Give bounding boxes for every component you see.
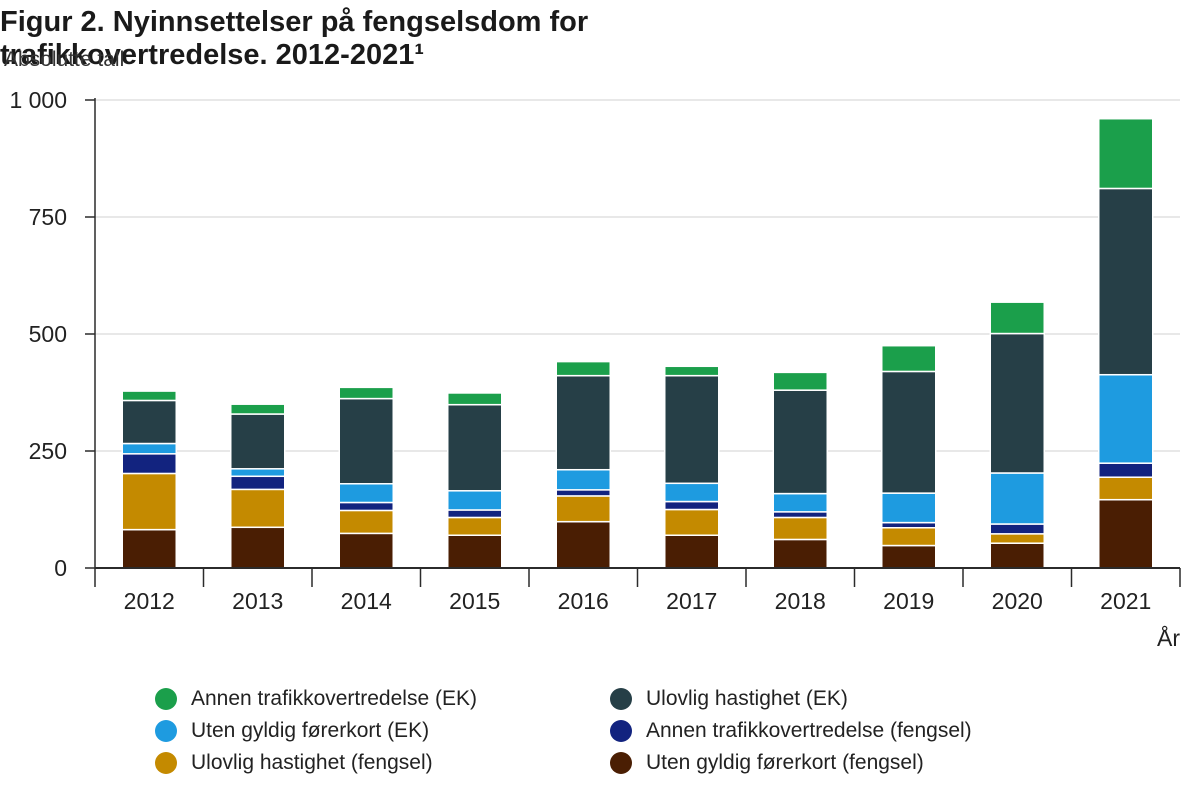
legend-swatch-icon	[155, 719, 177, 742]
bar-segment	[989, 523, 1045, 535]
bar-segment	[338, 483, 394, 504]
x-tick-label: 2019	[883, 588, 934, 614]
bar-segment	[338, 532, 394, 569]
bar-segment	[447, 392, 503, 406]
legend-item[interactable]: Uten gyldig førerkort (EK)	[155, 716, 610, 745]
bar-segment	[121, 399, 177, 445]
legend-item[interactable]: Annen trafikkovertredelse (fengsel)	[610, 716, 1065, 745]
bar-segment	[338, 386, 394, 400]
legend-swatch-icon	[610, 687, 632, 710]
chart-title: Figur 2. Nyinnsettelser på fengselsdom f…	[0, 6, 589, 71]
bar-segment	[881, 370, 937, 494]
bar-segment	[447, 516, 503, 536]
bar-segment	[772, 511, 828, 519]
legend-item[interactable]: Ulovlig hastighet (EK)	[610, 684, 1065, 713]
bar-segment	[121, 528, 177, 569]
bar-segment	[989, 533, 1045, 544]
bar-segment	[555, 520, 611, 569]
bar-segment	[664, 534, 720, 569]
bar-segment	[230, 403, 286, 415]
bar-segment	[121, 442, 177, 455]
bar-segment	[989, 472, 1045, 525]
bar-segment	[555, 360, 611, 377]
bar-segment	[121, 390, 177, 402]
bar-segment	[772, 538, 828, 569]
bar-segment	[230, 413, 286, 470]
bar-segment	[447, 534, 503, 569]
bar-segment	[664, 374, 720, 485]
bar-segment	[555, 489, 611, 497]
legend-item[interactable]: Annen trafikkovertredelse (EK)	[155, 684, 610, 713]
legend-swatch-icon	[155, 751, 177, 774]
legend-label: Ulovlig hastighet (EK)	[646, 686, 848, 710]
bar-segment	[772, 516, 828, 541]
bar-segment	[447, 403, 503, 492]
bar-segment	[230, 468, 286, 478]
bar-segment	[338, 397, 394, 485]
bar-segment	[664, 365, 720, 377]
x-tick-label: 2017	[666, 588, 717, 614]
bar-segment	[772, 371, 828, 391]
bar-segment	[1098, 117, 1154, 190]
bar-segment	[1098, 187, 1154, 376]
stacked-bar-chart: 0 250 500 750 1 000 2012 2013 2014 2015 2016 2017 2…	[9, 87, 1181, 651]
bar-segment	[230, 488, 286, 529]
bar-segment	[989, 542, 1045, 569]
bar-segment	[121, 472, 177, 531]
bar-segment	[1098, 476, 1154, 501]
y-tick-label: 0	[54, 555, 67, 581]
x-tick-label: 2020	[992, 588, 1043, 614]
x-tick-label: 2012	[124, 588, 175, 614]
y-tick-label: 750	[29, 204, 67, 230]
bar-segment	[555, 374, 611, 471]
bar-segment	[555, 495, 611, 523]
bar-segment	[447, 509, 503, 519]
bar-segment	[881, 521, 937, 529]
bar-segment	[989, 301, 1045, 335]
bar-segment	[447, 490, 503, 511]
legend-item[interactable]: Ulovlig hastighet (fengsel)	[155, 748, 610, 777]
bar-segment	[881, 344, 937, 373]
y-axis-unit-label: Absolutte tall	[4, 48, 125, 71]
y-tick-label: 250	[29, 438, 67, 464]
legend-label: Ulovlig hastighet (fengsel)	[191, 750, 433, 774]
bar-segment	[1098, 462, 1154, 478]
bar-segment	[664, 500, 720, 511]
bar-segment	[230, 475, 286, 491]
bar-segment	[338, 509, 394, 535]
x-tick-label: 2018	[775, 588, 826, 614]
bar-segment	[1098, 373, 1154, 464]
bar-segment	[772, 492, 828, 513]
bar-segment	[1098, 498, 1154, 569]
x-tick-label: 2013	[232, 588, 283, 614]
legend-label: Uten gyldig førerkort (EK)	[191, 718, 430, 742]
x-axis-label: År	[1157, 624, 1180, 651]
legend-label: Annen trafikkovertredelse (fengsel)	[646, 718, 972, 742]
legend-swatch-icon	[610, 751, 632, 774]
x-tick-label: 2016	[558, 588, 609, 614]
bar-segment	[338, 501, 394, 512]
bar-segment	[664, 482, 720, 503]
bar-segment	[555, 468, 611, 491]
legend: Annen trafikkovertredelse (EK) Ulovlig h…	[155, 684, 1075, 777]
x-tick-label: 2021	[1100, 588, 1151, 614]
x-tick-label: 2014	[341, 588, 392, 614]
bar-segment	[881, 544, 937, 569]
legend-label: Annen trafikkovertredelse (EK)	[191, 686, 477, 710]
y-tick-label: 500	[29, 321, 67, 347]
bar-segment	[881, 527, 937, 547]
bar-segment	[881, 492, 937, 524]
x-tick-label: 2015	[449, 588, 500, 614]
legend-item[interactable]: Uten gyldig førerkort (fengsel)	[610, 748, 1065, 777]
bar-segment	[989, 332, 1045, 474]
bar-segment	[664, 508, 720, 536]
legend-swatch-icon	[155, 687, 177, 710]
bar-segment	[121, 453, 177, 475]
legend-swatch-icon	[610, 719, 632, 742]
bar-segment	[772, 389, 828, 495]
bar-segment	[230, 526, 286, 569]
legend-label: Uten gyldig førerkort (fengsel)	[646, 750, 924, 774]
y-tick-label: 1 000	[9, 87, 67, 113]
